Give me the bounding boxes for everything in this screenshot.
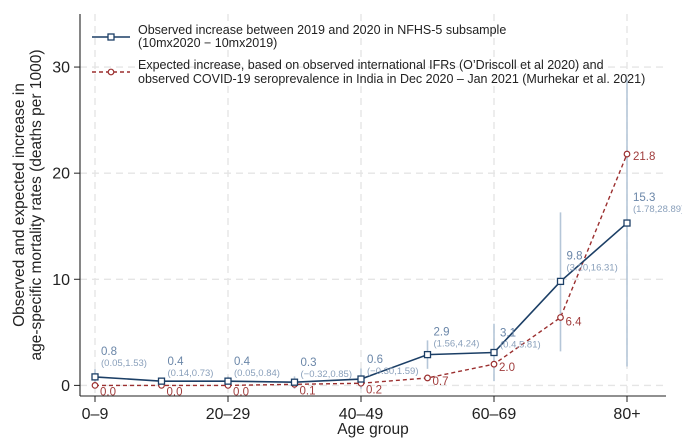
observed-ci-label: (0.05,0.84)	[234, 368, 280, 379]
observed-point	[91, 373, 99, 381]
legend-expected-label-line2: observed COVID-19 seroprevalence in Indi…	[138, 72, 645, 86]
observed-point	[224, 377, 232, 385]
observed-value-label: 3.1	[500, 327, 516, 339]
observed-point	[490, 348, 498, 357]
observed-point	[290, 378, 299, 386]
expected-point	[490, 360, 498, 368]
observed-ci-label: (1.56,4.24)	[434, 339, 480, 350]
observed-point	[623, 219, 631, 227]
expected-value-label: 0.0	[233, 386, 249, 398]
legend-observed-label: Observed increase between 2019 and 2020 …	[138, 23, 506, 37]
expected-value-label: 0.2	[366, 384, 382, 396]
observed-ci-label: (−0.32,0.85)	[301, 369, 353, 380]
expected-value-label: 6.4	[566, 316, 583, 328]
legend-observed-label-line2: (10mx2020 − 10mx2019)	[138, 36, 277, 50]
observed-ci-label: (0.4,5.81)	[500, 339, 541, 350]
legend-expected-marker	[107, 68, 115, 76]
observed-ci-label: (−0.30,1.59)	[367, 366, 419, 377]
x-tick-label: 20–29	[206, 406, 251, 423]
observed-point	[157, 377, 166, 385]
observed-ci-label: (1.78,28.89)	[633, 204, 682, 215]
y-axis-title: Observed and expected increase inage-spe…	[11, 49, 45, 360]
expected-value-label: 0.1	[300, 385, 316, 397]
expected-value-label: 0.0	[167, 386, 183, 398]
plot-area	[80, 14, 666, 396]
y-axis-title-line: Observed and expected increase in	[11, 83, 28, 327]
observed-value-label: 0.4	[234, 356, 251, 368]
observed-ci-label: (0.14,0.73)	[168, 368, 214, 379]
expected-value-label: 0.0	[100, 386, 116, 398]
observed-value-label: 0.3	[301, 357, 317, 369]
x-tick-label: 80+	[613, 406, 640, 423]
y-tick-label: 30	[52, 60, 70, 77]
legend-observed-marker	[107, 33, 115, 41]
observed-value-label: 0.6	[367, 354, 383, 366]
observed-point	[556, 277, 565, 286]
legend-expected-label: Expected increase, based on observed int…	[138, 58, 604, 72]
expected-value-label: 2.0	[499, 362, 515, 374]
expected-point	[91, 381, 99, 389]
x-axis-title: Age group	[337, 421, 409, 438]
observed-ci-label: (0.05,1.53)	[101, 358, 147, 369]
observed-point	[357, 375, 365, 383]
expected-point	[424, 374, 431, 382]
observed-value-label: 15.3	[633, 192, 655, 204]
axes: 0 10 20 30 0–9 20–29 40–49 60–69 80+	[52, 14, 666, 423]
y-tick-label: 10	[52, 272, 70, 289]
observed-value-label: 2.9	[434, 327, 450, 339]
series-observed	[91, 219, 631, 386]
observed-ci-label: (3.20,16.31)	[567, 262, 618, 273]
x-tick-label: 60–69	[472, 406, 517, 423]
expected-value-label: 0.7	[433, 376, 449, 388]
x-tick-label: 40–49	[339, 406, 384, 423]
legend: Observed increase between 2019 and 2020 …	[92, 23, 645, 86]
expected-point	[623, 150, 631, 158]
y-tick-label: 20	[52, 166, 70, 183]
observed-value-label: 9.8	[567, 250, 583, 262]
expected-point	[557, 314, 564, 321]
y-tick-label: 0	[61, 378, 70, 395]
observed-value-label: 0.4	[168, 356, 185, 368]
observed-value-label: 0.8	[101, 346, 117, 358]
y-axis-title-line: age-specific mortality rates (deaths per…	[28, 49, 45, 360]
x-tick-label: 0–9	[82, 406, 109, 423]
expected-value-label: 21.8	[633, 151, 655, 163]
value-labels: 0.8(0.05,1.53) 0.4(0.14,0.73)0.4(0.05,0.8…	[100, 151, 682, 398]
observed-point	[423, 350, 432, 359]
